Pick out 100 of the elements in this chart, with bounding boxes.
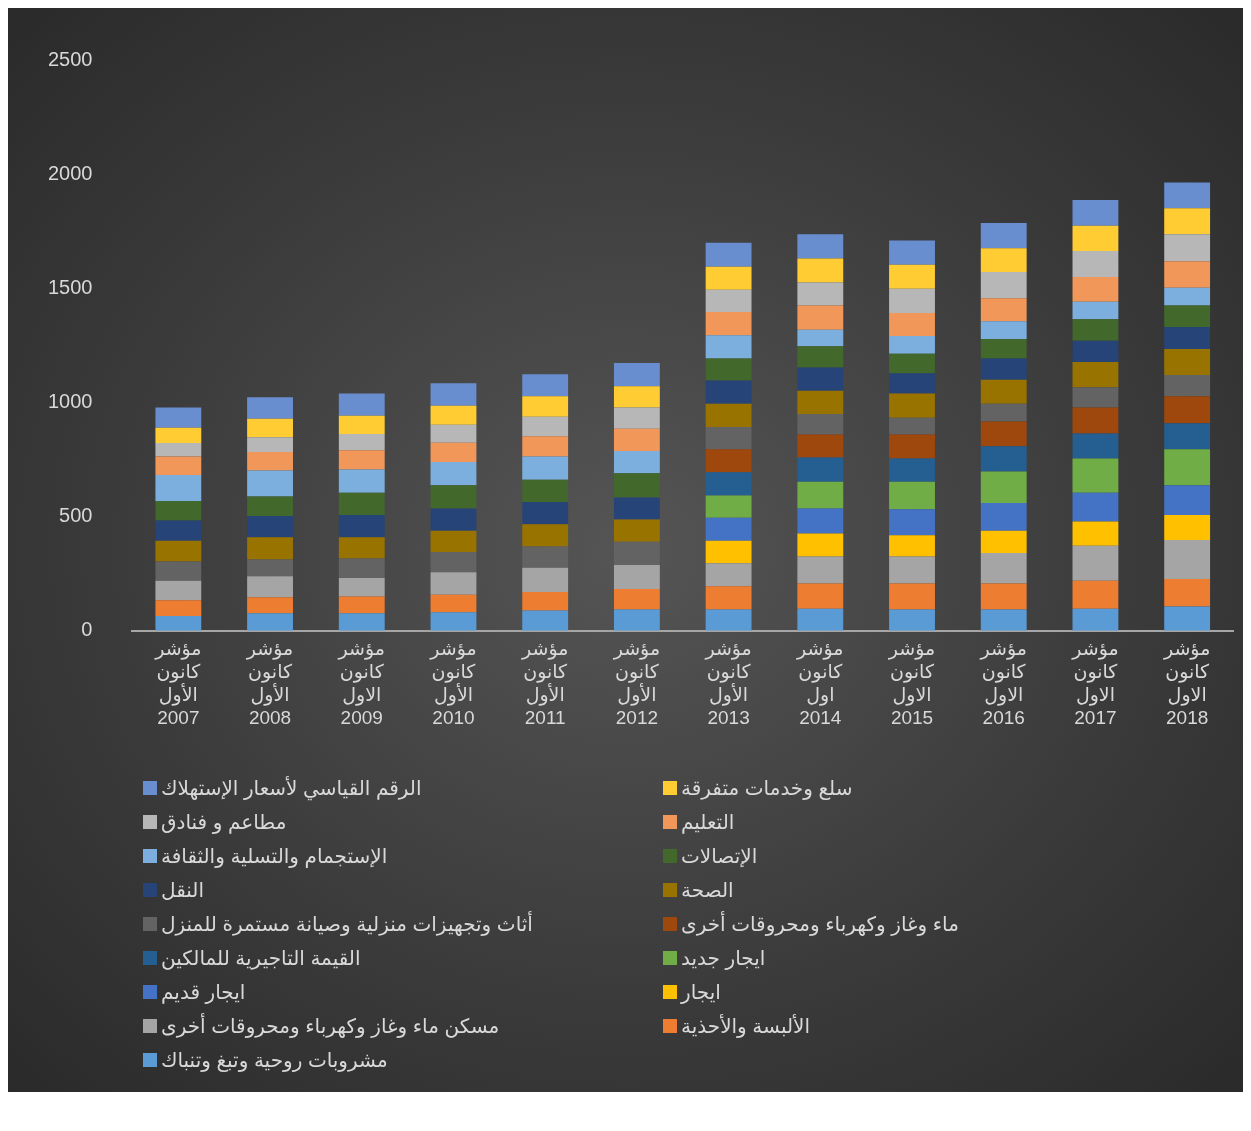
bar [889,481,935,510]
bar [338,578,385,597]
bar [980,298,1027,322]
legend-label: ماء وغاز وكهرباء ومحروقات أخرى [681,912,959,936]
bar [247,515,293,538]
bar [522,610,569,631]
bar [889,353,935,374]
bar [980,321,1027,340]
bar [522,591,569,611]
bar [613,589,660,610]
legend-label: الإستجمام والتسلية والثقافة [161,844,388,868]
bar [889,535,935,557]
bar [980,358,1027,380]
legend-label: الإتصالات [681,844,758,868]
bar [247,576,293,598]
bar [797,282,844,306]
bar [338,415,385,434]
bar [1072,362,1119,388]
bar [155,427,202,443]
bar [155,501,202,521]
bar [1072,521,1119,546]
legend-label: ايجار [681,980,721,1004]
bar [797,305,844,330]
bar [980,339,1027,359]
bar [155,600,202,616]
bar [613,451,660,474]
bar [1072,433,1119,459]
bar [797,556,844,584]
bar [1164,326,1211,350]
legend-label: القيمة التاجيرية للمالكين [161,946,361,970]
bar [247,613,293,631]
bar [705,403,752,427]
bar [247,470,293,497]
legend-label: الألبسة والأحذية [681,1014,810,1038]
bar [1072,608,1119,631]
bar [430,594,477,613]
y-tick-label: 1500 [47,275,93,298]
bar [980,272,1027,299]
bar [889,264,935,289]
bar [430,485,477,509]
bar [889,509,935,536]
y-tick-label: 0 [81,618,93,641]
bar [797,434,844,458]
bar [430,572,477,595]
bar [1164,375,1211,397]
legend-label: مطاعم و فنادق [161,810,287,834]
bar [613,428,660,452]
bar [797,457,844,482]
bar [980,379,1027,404]
bar [155,561,202,581]
bar [705,289,752,313]
y-tick-label: 2000 [47,161,93,184]
bar [1072,545,1119,581]
bar [1072,225,1119,251]
bar [797,367,844,391]
bar [1072,276,1119,302]
bar [430,405,477,425]
bar [705,563,752,587]
bar [338,469,385,493]
bar [705,242,752,267]
legend-label: مسكن ماء وغاز وكهرباء ومحروقات أخرى [161,1014,500,1038]
bar [1164,349,1211,376]
bar [1072,580,1119,609]
bar [155,540,202,562]
bar [1164,305,1211,327]
bar [155,442,202,457]
bar [1072,319,1119,341]
bar [980,403,1027,422]
bar [1164,182,1211,209]
bar [705,495,752,518]
bar [1164,578,1211,607]
bar [430,612,477,631]
bar [1072,199,1119,226]
bar [613,541,660,566]
bar [1164,606,1211,631]
bar [980,446,1027,472]
bar [338,558,385,579]
bar [430,383,477,406]
bar [1072,387,1119,408]
legend-label: ايجار جديد [681,946,766,970]
bar [155,475,202,502]
bar [522,436,569,457]
y-tick-label: 2500 [47,47,93,70]
bar [705,540,752,564]
bar [430,530,477,553]
bar [980,530,1027,553]
bar [705,517,752,541]
bar [338,492,385,516]
bar [522,546,569,568]
bar [1072,301,1119,320]
bar [705,586,752,610]
bar [338,393,385,416]
bar [613,473,660,498]
bar [430,462,477,486]
bar [522,374,569,397]
bar [705,380,752,404]
bar [338,450,385,470]
bar [797,533,844,557]
bar [797,508,844,534]
bar [522,416,569,437]
